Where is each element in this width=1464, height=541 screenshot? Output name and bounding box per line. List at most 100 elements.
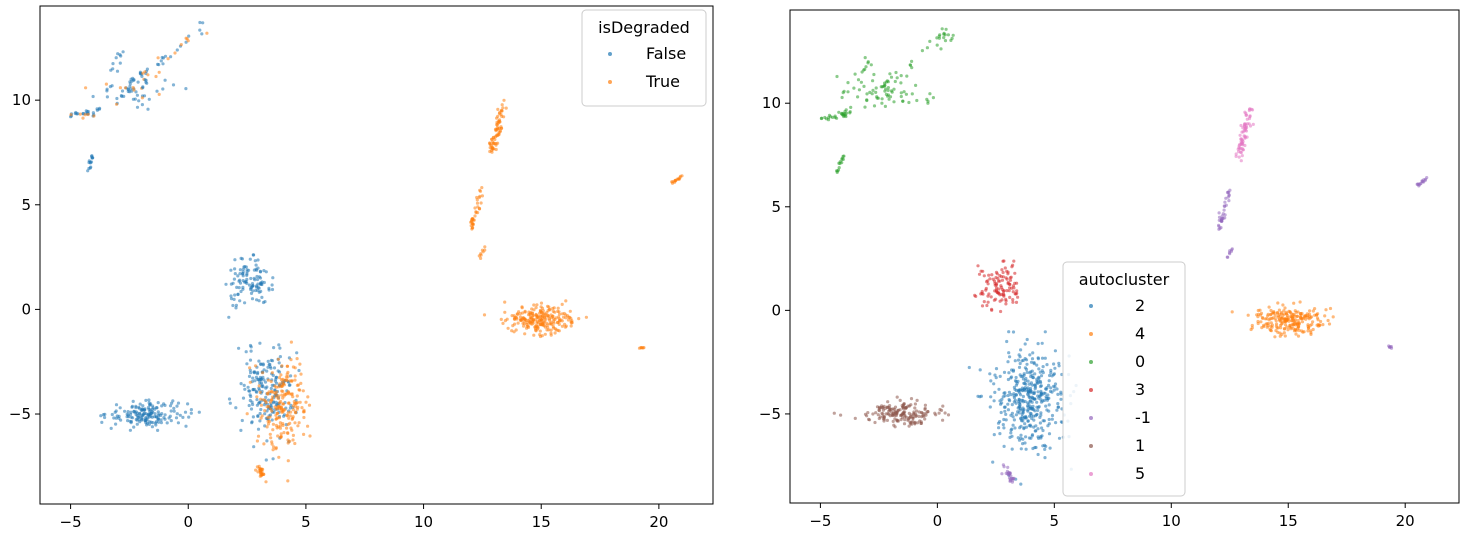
y-tick: −5 xyxy=(759,405,790,423)
scatter-point xyxy=(161,87,165,91)
scatter-point xyxy=(1005,289,1009,293)
scatter-point xyxy=(1040,426,1044,430)
scatter-point xyxy=(197,410,201,414)
scatter-point xyxy=(264,270,268,274)
scatter-point xyxy=(92,114,96,118)
scatter-point xyxy=(557,310,561,314)
scatter-point xyxy=(886,88,890,92)
scatter-point xyxy=(98,106,102,110)
scatter-point xyxy=(549,313,553,317)
scatter-point xyxy=(247,268,251,272)
x-tick-label: 20 xyxy=(649,513,668,531)
scatter-point xyxy=(473,206,477,210)
scatter-point xyxy=(159,421,163,425)
scatter-point xyxy=(294,404,298,409)
scatter-point xyxy=(510,329,514,333)
scatter-point xyxy=(132,409,136,414)
scatter-point xyxy=(237,286,241,290)
scatter-point xyxy=(229,268,233,272)
scatter-point xyxy=(264,480,268,484)
scatter-point xyxy=(1025,337,1029,342)
scatter-point xyxy=(1039,435,1043,439)
scatter-point xyxy=(184,87,188,91)
scatter-point xyxy=(870,92,874,96)
scatter-point xyxy=(249,276,253,281)
scatter-point xyxy=(883,406,887,411)
scatter-point xyxy=(291,415,295,419)
scatter-point xyxy=(255,298,259,302)
scatter-point xyxy=(1279,326,1283,330)
scatter-point xyxy=(513,322,517,326)
scatter-point xyxy=(1047,403,1051,407)
scatter-point xyxy=(495,116,499,120)
scatter-point xyxy=(1227,193,1231,198)
scatter-point xyxy=(304,400,308,404)
scatter-point xyxy=(1054,421,1058,425)
scatter-point xyxy=(289,358,293,362)
scatter-point xyxy=(882,419,886,423)
scatter-point xyxy=(928,39,932,44)
scatter-point xyxy=(516,312,520,316)
scatter-point xyxy=(1055,408,1059,412)
scatter-point xyxy=(520,311,525,315)
legend-marker xyxy=(1089,388,1093,392)
scatter-point xyxy=(1026,408,1030,412)
scatter-point xyxy=(988,372,992,376)
scatter-point xyxy=(271,457,275,461)
scatter-point xyxy=(1316,318,1320,322)
scatter-point xyxy=(146,73,150,77)
scatter-point xyxy=(176,421,180,425)
scatter-point xyxy=(184,424,188,428)
scatter-point xyxy=(290,417,294,421)
scatter-point xyxy=(891,419,895,423)
scatter-point xyxy=(132,425,136,429)
scatter-point xyxy=(992,433,996,437)
scatter-point xyxy=(1015,281,1019,285)
scatter-point xyxy=(1012,385,1017,389)
scatter-point xyxy=(256,427,261,431)
scatter-point xyxy=(302,408,306,412)
scatter-point xyxy=(1016,436,1020,440)
scatter-point xyxy=(245,277,249,281)
scatter-point xyxy=(553,331,557,335)
legend-label: 1 xyxy=(1135,436,1145,455)
scatter-point xyxy=(859,80,864,84)
scatter-point xyxy=(1004,418,1008,422)
scatter-point xyxy=(149,414,153,418)
scatter-point xyxy=(140,74,144,78)
scatter-point xyxy=(289,340,293,344)
scatter-point xyxy=(497,131,501,135)
scatter-point xyxy=(229,294,233,298)
scatter-point xyxy=(1038,415,1042,419)
scatter-point xyxy=(248,380,252,384)
scatter-point xyxy=(1020,386,1024,390)
scatter-point xyxy=(291,365,295,369)
scatter-point xyxy=(516,321,520,325)
scatter-point xyxy=(248,368,252,372)
scatter-point xyxy=(154,406,159,410)
scatter-point xyxy=(285,426,289,430)
y-tick: 5 xyxy=(771,198,790,216)
scatter-point xyxy=(1013,271,1017,275)
scatter-point xyxy=(261,398,266,402)
scatter-point xyxy=(560,324,565,328)
legend-marker xyxy=(608,52,612,56)
scatter-point xyxy=(926,99,930,103)
scatter-point xyxy=(234,303,238,307)
scatter-point xyxy=(1059,390,1063,394)
scatter-point xyxy=(1024,382,1028,386)
scatter-point xyxy=(286,479,290,483)
scatter-point xyxy=(257,401,261,405)
scatter-point xyxy=(234,406,238,410)
scatter-point xyxy=(837,166,841,170)
scatter-point xyxy=(1032,390,1036,394)
scatter-point xyxy=(848,110,852,114)
scatter-point xyxy=(493,127,498,131)
scatter-point xyxy=(1238,150,1243,154)
scatter-point xyxy=(1006,402,1010,406)
scatter-point xyxy=(172,406,176,410)
scatter-point xyxy=(1011,423,1015,427)
scatter-point xyxy=(1295,322,1299,326)
scatter-point xyxy=(871,88,875,92)
scatter-point xyxy=(1016,406,1020,410)
